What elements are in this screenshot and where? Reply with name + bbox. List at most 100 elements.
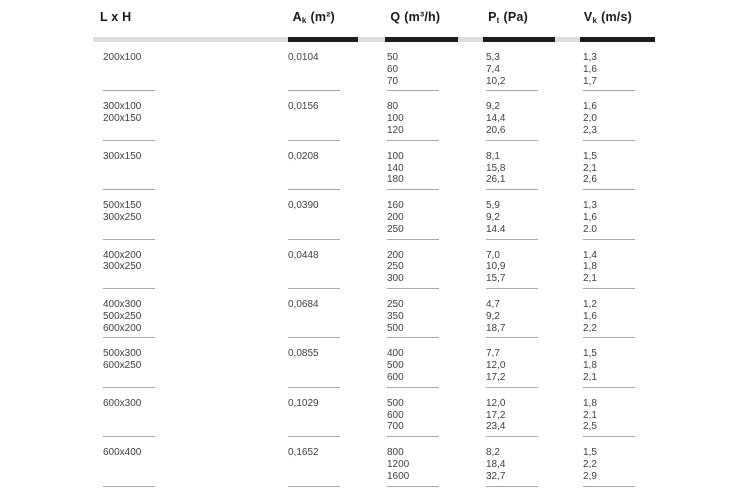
- flow-cell-value: 100: [387, 150, 404, 162]
- flow-cell-value: 250: [387, 261, 404, 273]
- group-separator-line: [387, 485, 439, 487]
- flow-cell-lines: 250 350 500: [387, 299, 486, 334]
- area-cell: 0,0156: [288, 101, 387, 141]
- flow-cell-lines: 50 60 70: [387, 52, 486, 87]
- velocity-cell: 1,5 1,8 2,1: [583, 348, 655, 388]
- velocity-cell: 1,4 1,8 2,1: [583, 250, 655, 289]
- area-cell-value: 0,0855: [288, 348, 319, 360]
- velocity-cell: 1,3 1,6 2.0: [583, 200, 655, 240]
- flow-cell: 80 100 120: [387, 101, 486, 141]
- pressure-cell-value: 26,1: [486, 174, 506, 186]
- pressure-cell-value: 32,7: [486, 470, 506, 482]
- header-flow-label: Q: [390, 10, 401, 24]
- velocity-cell-value: 1,3: [583, 200, 597, 212]
- flow-cell-value: 300: [387, 273, 404, 285]
- velocity-cell-value: 2,6: [583, 174, 597, 186]
- pressure-cell: 8,2 18,4 32,7: [486, 447, 583, 487]
- table-row-group: 400x300 500x250 600x200 0,0684 250 350 500 4,7 9…: [93, 289, 655, 339]
- group-separator-line: [387, 238, 439, 240]
- lxh-cell-value: 500x300: [103, 348, 142, 360]
- flow-cell-lines: 160 200 250: [387, 200, 486, 235]
- group-separator-line: [103, 386, 155, 388]
- flow-cell-value: 600: [387, 409, 404, 421]
- pressure-cell-value: 8,1: [486, 150, 500, 162]
- group-separator-line: [486, 238, 538, 240]
- velocity-cell-lines: 1,5 2,1 2,6: [583, 151, 655, 186]
- group-separator-line: [288, 386, 340, 388]
- group-separator-line: [103, 337, 155, 339]
- group-separator-line: [288, 189, 340, 191]
- pressure-cell-lines: 12,0 17,2 23,4: [486, 398, 583, 433]
- flow-cell-lines: 80 100 120: [387, 101, 486, 136]
- pressure-cell-lines: 8,1 15,8 26,1: [486, 151, 583, 186]
- area-cell-value: 0,0104: [288, 52, 319, 63]
- pressure-cell-lines: 8,2 18,4 32,7: [486, 447, 583, 482]
- header-pressure-unit: (Pa): [503, 10, 528, 24]
- area-cell-lines: 0,1029: [288, 398, 387, 433]
- group-separator-line: [486, 436, 538, 438]
- lxh-cell-lines: 400x300 500x250 600x200: [93, 299, 288, 334]
- group-separator-line: [103, 287, 155, 289]
- flow-cell-value: 1200: [387, 458, 410, 470]
- header-velocity-label: V: [583, 10, 593, 24]
- velocity-cell-value: 1,7: [583, 75, 597, 87]
- group-separator-line: [288, 139, 340, 141]
- group-separator-line: [486, 189, 538, 191]
- lxh-cell-lines: 600x300: [93, 398, 288, 433]
- velocity-cell-value: 1,5: [583, 348, 597, 360]
- area-cell: 0,0855: [288, 348, 387, 388]
- pressure-cell-lines: 5,9 9,2 14.4: [486, 200, 583, 235]
- header-black-bar-flow: [385, 37, 458, 42]
- velocity-cell-value: 2,1: [583, 409, 597, 421]
- velocity-cell: 1,2 1,6 2,2: [583, 299, 655, 339]
- group-separator-line: [583, 287, 635, 289]
- lxh-cell-lines: 200x100: [93, 52, 288, 87]
- velocity-cell-lines: 1,5 1,8 2,1: [583, 348, 655, 383]
- group-separator-line: [103, 139, 155, 141]
- velocity-cell-value: 2,0: [583, 113, 597, 125]
- area-cell-value: 0,1029: [288, 397, 319, 409]
- group-separator-line: [486, 139, 538, 141]
- pressure-cell: 5,9 9,2 14.4: [486, 200, 583, 240]
- lxh-cell: 200x100: [93, 52, 288, 92]
- group-separator-line: [103, 189, 155, 191]
- flow-cell-value: 120: [387, 124, 404, 136]
- velocity-cell-lines: 1,4 1,8 2,1: [583, 250, 655, 285]
- flow-cell-value: 250: [387, 223, 404, 235]
- header-area: Ak (m²): [293, 10, 391, 32]
- flow-cell-value: 60: [387, 63, 399, 75]
- table-row-group: 200x100 0,0104 50 60 70 5,3 7,4 10,2 1,3 1,6 1,7: [93, 42, 655, 92]
- flow-cell-lines: 400 500 600: [387, 348, 486, 383]
- velocity-cell-value: 1,8: [583, 360, 597, 372]
- lxh-cell-value: 200x150: [103, 113, 142, 125]
- pressure-cell-lines: 7,7 12,0 17,2: [486, 348, 583, 383]
- flow-cell-value: 350: [387, 310, 404, 322]
- velocity-cell-lines: 1,8 2,1 2,5: [583, 398, 655, 433]
- group-separator-line: [486, 485, 538, 487]
- pressure-cell-value: 8,2: [486, 447, 500, 459]
- table-row-group: 500x300 600x250 0,0855 400 500 600 7,7 12,0 17,2…: [93, 338, 655, 388]
- velocity-cell-value: 2,5: [583, 421, 597, 433]
- header-black-bar-velocity: [580, 37, 655, 42]
- pressure-cell: 9,2 14,4 20,6: [486, 101, 583, 141]
- area-cell: 0,0448: [288, 250, 387, 289]
- velocity-cell-lines: 1,3 1,6 2.0: [583, 200, 655, 235]
- group-separator-line: [486, 337, 538, 339]
- area-cell-lines: 0,1652: [288, 447, 387, 482]
- duct-sizing-table: L x H Ak (m²) Q (m³/h) Pt (Pa) Vk (m/s) 200x…: [93, 0, 655, 487]
- pressure-cell-value: 7,4: [486, 63, 500, 75]
- group-separator-line: [486, 287, 538, 289]
- group-separator-line: [583, 238, 635, 240]
- lxh-cell-value: 300x150: [103, 150, 142, 162]
- header-velocity: Vk (m/s): [584, 10, 655, 32]
- header-velocity-unit: (m/s): [601, 10, 632, 24]
- table-row-group: 500x150 300x250 0,0390 160 200 250 5,9 9,2 14.4 1…: [93, 190, 655, 240]
- velocity-cell: 1,6 2,0 2,3: [583, 101, 655, 141]
- header-area-unit: (m²): [310, 10, 335, 24]
- area-cell: 0,1029: [288, 398, 387, 438]
- header-pressure: Pt (Pa): [488, 10, 584, 32]
- lxh-cell-value: 600x400: [103, 447, 142, 459]
- group-separator-line: [387, 139, 439, 141]
- velocity-cell-value: 1,6: [583, 63, 597, 75]
- group-separator-line: [387, 386, 439, 388]
